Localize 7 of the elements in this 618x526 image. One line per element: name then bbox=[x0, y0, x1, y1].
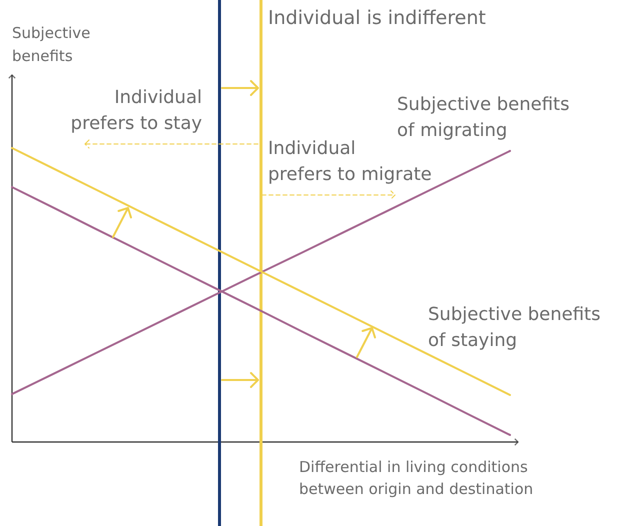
text: Subjective benefits of migrating bbox=[397, 94, 570, 141]
text: Subjective benefits bbox=[12, 24, 90, 65]
annotation: Individual prefers to migrate bbox=[268, 138, 432, 185]
text: Individual prefers to stay bbox=[70, 87, 202, 134]
series-label: Subjective benefits of staying bbox=[428, 304, 600, 351]
text: Individual is indifferent bbox=[268, 7, 486, 29]
x-axis-title: Differential in living conditions between origin and destination bbox=[299, 458, 534, 498]
